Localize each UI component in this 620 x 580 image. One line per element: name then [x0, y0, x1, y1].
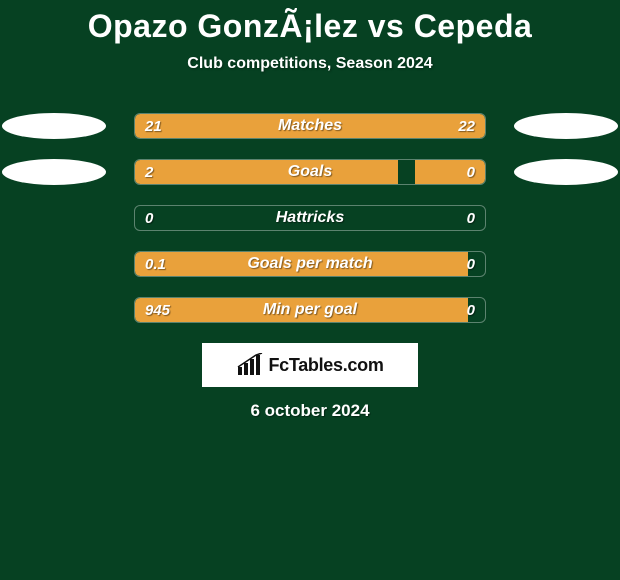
player-right-marker	[514, 297, 618, 323]
stat-bar: 0Hattricks0	[134, 205, 486, 231]
player-left-marker	[2, 159, 106, 185]
page-title: Opazo GonzÃ¡lez vs Cepeda	[0, 8, 620, 45]
player-left-marker	[2, 113, 106, 139]
stat-bar: 945Min per goal0	[134, 297, 486, 323]
stat-row: 0.1Goals per match0	[0, 251, 620, 277]
page-subtitle: Club competitions, Season 2024	[0, 55, 620, 73]
value-right: 0	[467, 298, 475, 322]
stat-bar: 0.1Goals per match0	[134, 251, 486, 277]
player-right-marker	[514, 113, 618, 139]
stat-row: 21Matches22	[0, 113, 620, 139]
comparison-infographic: Opazo GonzÃ¡lez vs Cepeda Club competiti…	[0, 0, 620, 421]
stat-bar: 21Matches22	[134, 113, 486, 139]
stat-label: Hattricks	[135, 206, 485, 230]
logo-box: FcTables.com	[202, 343, 418, 387]
date-text: 6 october 2024	[0, 401, 620, 421]
stat-label: Goals per match	[135, 252, 485, 276]
stat-row: 2Goals0	[0, 159, 620, 185]
player-left-marker	[2, 251, 106, 277]
player-left-marker	[2, 297, 106, 323]
stat-label: Min per goal	[135, 298, 485, 322]
value-right: 22	[458, 114, 475, 138]
value-right: 0	[467, 206, 475, 230]
player-left-marker	[2, 205, 106, 231]
player-right-marker	[514, 205, 618, 231]
logo-text: FcTables.com	[268, 355, 383, 376]
stat-row: 0Hattricks0	[0, 205, 620, 231]
value-right: 0	[467, 160, 475, 184]
value-right: 0	[467, 252, 475, 276]
player-right-marker	[514, 251, 618, 277]
stat-row: 945Min per goal0	[0, 297, 620, 323]
chart-bars-icon	[236, 353, 264, 377]
stat-rows: 21Matches222Goals00Hattricks00.1Goals pe…	[0, 113, 620, 323]
stat-label: Matches	[135, 114, 485, 138]
stat-label: Goals	[135, 160, 485, 184]
player-right-marker	[514, 159, 618, 185]
stat-bar: 2Goals0	[134, 159, 486, 185]
